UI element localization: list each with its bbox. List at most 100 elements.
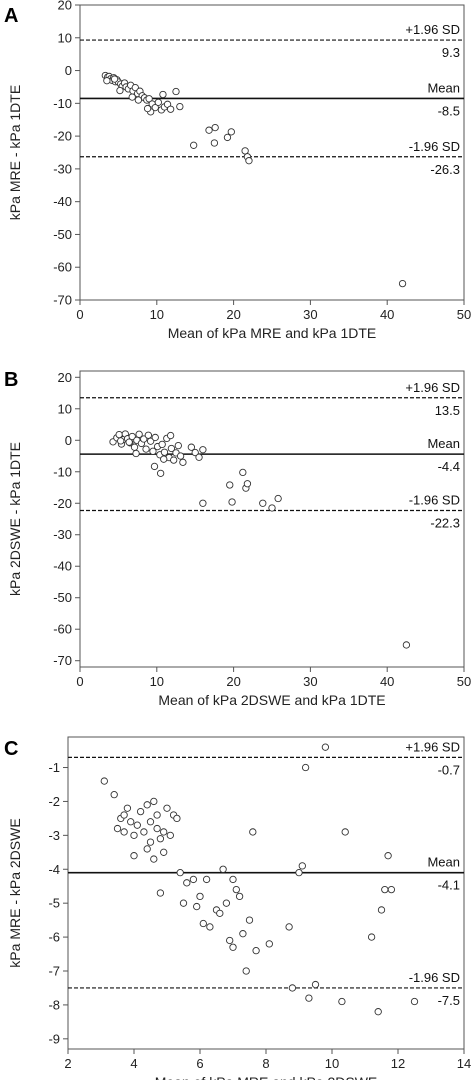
data-point	[301, 763, 310, 772]
data-point	[239, 930, 247, 938]
reference-line-value: -0.7	[438, 762, 460, 777]
x-axis-label: Mean of kPa MRE and kPa 2DSWE	[155, 1074, 378, 1080]
x-tick-label: 10	[325, 1056, 339, 1071]
x-tick-label: 20	[226, 674, 240, 689]
data-point	[143, 801, 151, 809]
data-point	[235, 892, 244, 901]
data-point	[151, 103, 159, 112]
data-point	[120, 828, 128, 836]
data-point	[160, 848, 168, 856]
data-point	[223, 133, 232, 142]
data-point	[206, 923, 214, 931]
y-tick-label: -60	[53, 260, 72, 275]
data-point	[179, 458, 187, 466]
data-point	[128, 432, 136, 441]
data-point	[166, 831, 174, 839]
panel-letter: B	[4, 369, 18, 391]
data-point	[163, 804, 171, 812]
data-point	[140, 828, 148, 836]
data-point	[174, 441, 182, 450]
data-point	[160, 828, 168, 836]
data-point	[265, 940, 273, 948]
y-tick-label: 20	[58, 370, 72, 385]
data-point	[229, 875, 237, 884]
y-tick-label: 0	[65, 433, 72, 448]
x-tick-label: 6	[196, 1056, 203, 1071]
data-point	[166, 105, 175, 113]
data-point	[381, 885, 389, 894]
y-tick-label: -7	[48, 964, 60, 979]
data-point	[149, 447, 157, 455]
data-point	[305, 994, 313, 1002]
data-point	[120, 811, 128, 819]
data-point	[288, 984, 297, 992]
data-point	[135, 430, 143, 438]
y-tick-label: -70	[53, 293, 72, 308]
data-point	[154, 98, 162, 107]
data-point	[398, 279, 407, 288]
y-tick-label: -2	[48, 794, 60, 809]
data-point	[199, 499, 207, 507]
y-tick-label: -30	[53, 161, 72, 176]
x-tick-label: 0	[76, 674, 83, 689]
reference-line-value: -22.3	[430, 515, 460, 530]
data-point	[156, 469, 165, 477]
data-point	[210, 139, 219, 147]
x-tick-label: 50	[457, 674, 471, 689]
x-tick-label: 10	[150, 307, 164, 322]
data-point	[268, 504, 276, 512]
panel-c: C -1 -2 -3 -4 -5 -6 -7 -8 -9 2 4 6 8 10 12 14 Mean of kPa…	[4, 736, 471, 1080]
y-tick-label: -30	[53, 527, 72, 542]
data-point	[134, 96, 143, 104]
data-point	[127, 818, 135, 826]
y-tick-label: -70	[53, 653, 72, 668]
data-point	[384, 852, 392, 860]
data-point	[211, 123, 219, 132]
y-tick-label: -4	[48, 862, 60, 877]
reference-line-label: -1.96 SD	[409, 970, 460, 985]
data-point	[150, 462, 159, 471]
data-point	[130, 831, 138, 839]
data-point	[151, 433, 159, 442]
data-point	[160, 448, 169, 456]
data-point	[202, 875, 211, 884]
reference-line-label: Mean	[427, 855, 460, 870]
reference-line-value: -7.5	[438, 993, 460, 1008]
x-tick-label: 40	[380, 674, 394, 689]
data-point	[117, 437, 125, 445]
data-point	[226, 481, 234, 489]
data-point	[176, 869, 184, 877]
y-axis-label: kPa MRE - kPa 1DTE	[7, 85, 23, 220]
data-point	[179, 899, 188, 907]
reference-line-value: -8.5	[438, 103, 460, 118]
data-point	[133, 821, 141, 829]
x-tick-label: 10	[150, 674, 164, 689]
data-point	[170, 456, 178, 464]
data-point	[189, 875, 198, 884]
y-tick-label: -6	[48, 930, 60, 945]
data-point	[239, 468, 247, 477]
data-point	[341, 828, 349, 836]
reference-line-label: Mean	[427, 436, 460, 451]
data-point	[142, 445, 150, 453]
y-tick-label: -20	[53, 496, 72, 511]
data-point	[113, 824, 122, 833]
data-point	[173, 814, 181, 823]
data-point	[199, 446, 207, 454]
data-point	[132, 449, 140, 458]
data-point	[377, 906, 386, 914]
reference-line-value: 13.5	[435, 403, 460, 418]
data-point	[100, 777, 108, 785]
x-tick-label: 12	[391, 1056, 405, 1071]
x-tick-label: 20	[226, 307, 240, 322]
reference-line-label: -1.96 SD	[409, 492, 460, 507]
reference-line-label: Mean	[427, 80, 460, 95]
y-tick-label: 20	[58, 0, 72, 13]
data-point	[402, 641, 411, 649]
x-tick-label: 4	[130, 1056, 137, 1071]
y-tick-label: -9	[48, 1031, 60, 1046]
data-point	[216, 909, 224, 917]
y-tick-label: -5	[48, 896, 60, 911]
reference-line-label: +1.96 SD	[405, 380, 460, 395]
